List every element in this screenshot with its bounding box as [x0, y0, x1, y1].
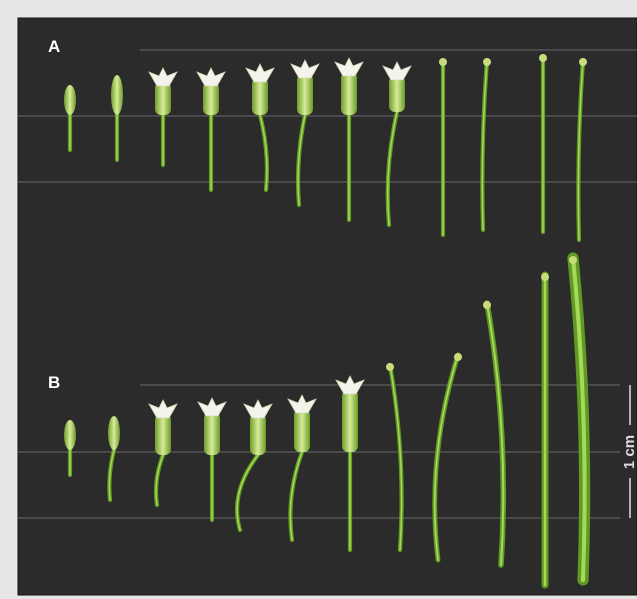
bud: [64, 420, 76, 450]
scale-label: 1 cm: [621, 435, 637, 469]
calyx: [294, 409, 310, 452]
bud: [64, 85, 76, 115]
stigma: [541, 273, 549, 281]
calyx: [203, 82, 219, 115]
stigma: [569, 256, 577, 264]
calyx: [155, 414, 171, 455]
calyx: [155, 82, 171, 115]
stigma: [454, 353, 462, 361]
stigma: [539, 54, 547, 62]
calyx: [341, 72, 357, 115]
calyx: [204, 412, 220, 455]
bud: [111, 75, 123, 115]
stigma: [483, 58, 491, 66]
stigma: [439, 58, 447, 66]
calyx: [342, 390, 358, 452]
panel-label: A: [48, 37, 60, 56]
figure: A B 1 cm: [0, 0, 637, 599]
calyx: [297, 74, 313, 115]
stigma: [483, 301, 491, 309]
calyx: [250, 414, 266, 455]
page: A B 1 cm (() => { const data = JSON.pars…: [0, 0, 637, 599]
bud: [108, 416, 120, 450]
stigma: [386, 363, 394, 371]
calyx: [252, 78, 268, 115]
stigma: [579, 58, 587, 66]
calyx: [389, 76, 405, 112]
panel-label: B: [48, 373, 60, 392]
